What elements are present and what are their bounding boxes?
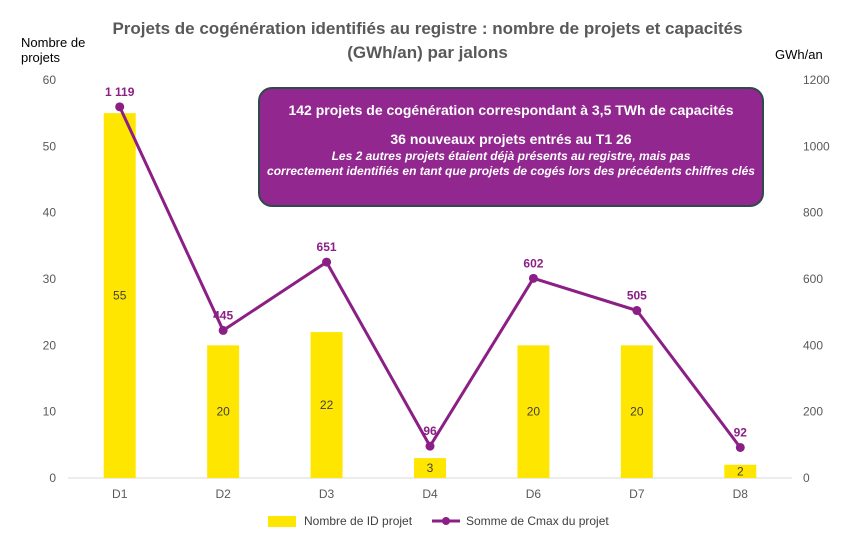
legend-line-label: Somme de Cmax du projet xyxy=(466,514,609,528)
right-y-tick-label: 1200 xyxy=(803,73,830,87)
x-tick-label: D8 xyxy=(733,487,749,501)
line-point xyxy=(735,442,745,452)
left-y-tick-label: 60 xyxy=(43,73,57,87)
x-tick-label: D7 xyxy=(629,487,645,501)
bar-value-label: 22 xyxy=(320,398,334,412)
x-tick-label: D3 xyxy=(319,487,335,501)
left-y-tick-label: 10 xyxy=(43,405,57,419)
line-value-label: 96 xyxy=(423,424,437,438)
line-value-label: 92 xyxy=(734,425,748,439)
line-value-label: 445 xyxy=(213,308,233,322)
line-point xyxy=(322,257,332,267)
bar xyxy=(414,458,446,478)
line-value-label: 651 xyxy=(317,240,337,254)
left-y-tick-label: 0 xyxy=(49,471,56,485)
x-tick-label: D4 xyxy=(422,487,438,501)
left-y-tick-label: 50 xyxy=(43,139,57,153)
left-y-tick-label: 20 xyxy=(43,338,57,352)
legend-item-bars: Nombre de ID projet xyxy=(268,514,412,528)
chart-title-line1: Projets de cogénération identifiés au re… xyxy=(112,19,743,38)
line-point xyxy=(528,273,538,283)
legend-bar-swatch xyxy=(268,515,296,527)
line-point xyxy=(115,102,125,112)
left-y-tick-label: 30 xyxy=(43,272,57,286)
bar-value-label: 2 xyxy=(737,464,744,478)
legend-line-swatch xyxy=(432,517,460,525)
right-y-tick-label: 200 xyxy=(803,405,823,419)
right-y-tick-label: 600 xyxy=(803,272,823,286)
bar xyxy=(103,113,136,479)
legend-bar-label: Nombre de ID projet xyxy=(304,514,413,528)
legend-item-line: Somme de Cmax du projet xyxy=(432,514,609,528)
bar xyxy=(310,332,343,478)
annotation-line-1: 142 projets de cogénération correspondan… xyxy=(288,102,734,118)
bar xyxy=(724,464,757,478)
annotation-line-2: 36 nouveaux projets entrés au T1 26 xyxy=(390,131,632,147)
annotation-line-3: Les 2 autres projets étaient déjà présen… xyxy=(331,149,691,163)
bar-value-label: 20 xyxy=(630,405,644,419)
bar xyxy=(620,345,653,478)
annotation-box: 142 projets de cogénération correspondan… xyxy=(258,87,764,207)
right-y-tick-label: 1000 xyxy=(803,139,830,153)
bar xyxy=(517,345,550,478)
right-y-tick-label: 400 xyxy=(803,338,823,352)
line-point xyxy=(632,306,642,316)
bar-value-label: 20 xyxy=(216,405,230,419)
line-point xyxy=(218,325,228,335)
x-tick-label: D1 xyxy=(112,487,128,501)
line-point xyxy=(425,441,435,451)
bar xyxy=(207,345,240,478)
bar-value-label: 3 xyxy=(427,461,434,475)
line-value-label: 1 119 xyxy=(105,85,135,99)
line-value-label: 602 xyxy=(523,256,543,270)
right-y-tick-label: 800 xyxy=(803,206,823,220)
bar-value-label: 55 xyxy=(113,289,127,303)
annotation-line-4: correctement identifiés en tant que proj… xyxy=(267,164,755,178)
bar-value-label: 20 xyxy=(527,405,541,419)
left-axis-title: Nombre de projets xyxy=(21,35,86,65)
chart-title-line2: (GWh/an) par jalons xyxy=(347,43,508,62)
right-axis-title: GWh/an xyxy=(775,47,823,62)
x-tick-label: D6 xyxy=(526,487,542,501)
line-value-label: 505 xyxy=(627,289,647,303)
left-y-tick-label: 40 xyxy=(43,206,57,220)
right-y-tick-label: 0 xyxy=(803,471,810,485)
x-tick-label: D2 xyxy=(215,487,231,501)
